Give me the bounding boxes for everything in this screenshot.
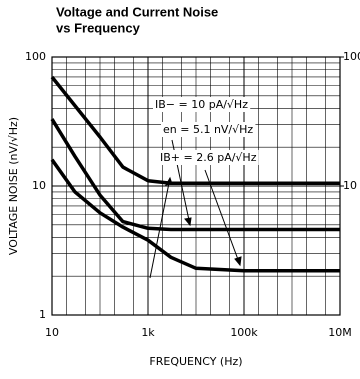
legend-entry: en = 5.1 nV/√Hz [163, 123, 253, 136]
series-line [50, 158, 340, 273]
y-axis-label: VOLTAGE NOISE (nV/√Hz) [7, 117, 20, 255]
y2-tick-label: 100 [343, 50, 360, 63]
plot-area: 1 10 100 10 100 10 1k 100k 10M [25, 50, 360, 339]
x-tick-label: 100k [230, 326, 258, 339]
chart-title: Voltage and Current Noise [56, 4, 218, 19]
y-tick-label: 10 [32, 179, 46, 192]
x-tick-label: 1k [141, 326, 155, 339]
arrowhead [234, 256, 242, 267]
legend-bg [158, 150, 259, 165]
arrow [149, 177, 171, 279]
y2-tick-label: 10 [343, 179, 357, 192]
arrowhead [184, 217, 192, 227]
x-axis-label: FREQUENCY (Hz) [149, 355, 242, 368]
legend-entry: IB+ = 2.6 pA/√Hz [160, 151, 257, 164]
annotation-arrows [149, 139, 242, 279]
x-tick-label: 10 [45, 326, 59, 339]
arrow [204, 169, 241, 266]
legend-bg [153, 97, 251, 112]
legend-entry: IB− = 10 pA/√Hz [155, 98, 248, 111]
arrowhead [165, 176, 173, 186]
y-tick-label: 100 [25, 50, 46, 63]
chart-subtitle: vs Frequency [56, 20, 141, 35]
series-line [50, 75, 340, 186]
legend-bg [161, 122, 256, 137]
y-tick-label: 1 [39, 308, 46, 321]
x-tick-label: 10M [328, 326, 352, 339]
